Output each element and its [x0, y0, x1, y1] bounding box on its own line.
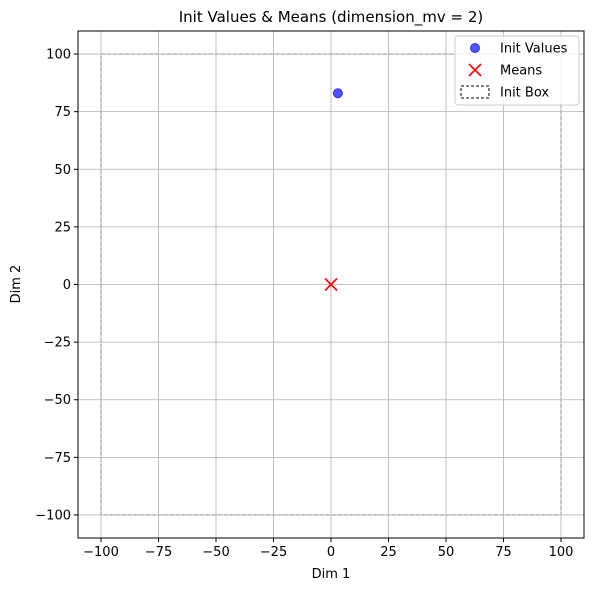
y-tick-label: −100 — [35, 508, 71, 523]
y-tick-label: −25 — [44, 336, 71, 351]
legend-swatch-means — [468, 63, 482, 77]
plot-area: −100 −75 −50 −25 0 25 50 75 100 −100 −75 −50 −25 0 25 5… — [35, 30, 585, 560]
y-tick-label: 100 — [46, 48, 71, 63]
x-tick-label: −75 — [145, 545, 172, 560]
x-tick-label: −50 — [202, 545, 229, 560]
legend-label: Init Box — [500, 86, 549, 101]
y-tick-label: 75 — [54, 105, 71, 120]
legend-label: Means — [500, 64, 542, 79]
mean-point-stroke — [324, 277, 338, 292]
legend-swatch-stroke — [468, 63, 482, 77]
legend-label: Init Values — [500, 42, 568, 57]
x-tick-label: 100 — [549, 545, 574, 560]
x-axis-label: Dim 1 — [312, 567, 351, 582]
legend: Init Values Means Init Box — [454, 35, 580, 106]
x-tick-label: 25 — [380, 545, 397, 560]
mean-point — [324, 277, 338, 292]
y-axis-label: Dim 2 — [9, 265, 24, 304]
x-tick-label: 75 — [495, 545, 512, 560]
y-tick-label: −75 — [44, 451, 71, 466]
init-value-point — [332, 88, 343, 99]
y-tick-label: 25 — [54, 220, 71, 235]
legend-swatch-init-values — [470, 43, 480, 53]
x-tick-label: 0 — [327, 545, 335, 560]
x-tick-label: −25 — [260, 545, 287, 560]
y-tick-label: 0 — [63, 278, 71, 293]
init-box — [100, 53, 562, 516]
y-tick-label: −50 — [44, 393, 71, 408]
chart-title: Init Values & Means (dimension_mv = 2) — [179, 8, 483, 27]
x-tick-label: −100 — [83, 545, 119, 560]
x-tick-label: 50 — [438, 545, 455, 560]
legend-frame — [454, 35, 580, 106]
y-tick-label: 50 — [54, 163, 71, 178]
